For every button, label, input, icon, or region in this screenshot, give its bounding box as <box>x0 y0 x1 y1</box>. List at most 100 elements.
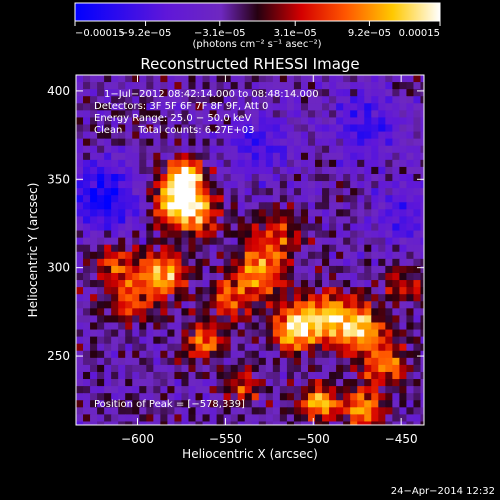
heatmap-cell <box>160 336 168 345</box>
heatmap-cell <box>139 421 147 425</box>
heatmap-cell <box>202 350 211 359</box>
heatmap-cell <box>188 364 197 373</box>
heatmap-cell <box>181 336 190 345</box>
heatmap-cell <box>230 393 239 401</box>
heatmap-cell <box>413 343 422 352</box>
heatmap-cell <box>315 364 323 373</box>
heatmap-cell <box>364 166 372 175</box>
heatmap-cell <box>272 287 281 295</box>
heatmap-cell <box>251 272 260 281</box>
heatmap-cell <box>76 131 84 140</box>
heatmap-cell <box>371 393 379 401</box>
heatmap-cell <box>322 166 330 175</box>
heatmap-cell <box>132 159 140 168</box>
heatmap-cell <box>139 223 147 232</box>
heatmap-cell <box>244 230 253 239</box>
heatmap-cell <box>265 251 274 260</box>
heatmap-cell <box>90 343 98 352</box>
heatmap-cell <box>174 202 183 210</box>
heatmap-cell <box>399 195 408 203</box>
heatmap-cell <box>350 188 358 196</box>
heatmap-cell <box>90 336 98 345</box>
heatmap-cell <box>188 159 197 168</box>
heatmap-cell <box>167 371 176 380</box>
heatmap-cell <box>146 393 154 401</box>
heatmap-cell <box>195 251 204 260</box>
heatmap-cell <box>167 244 176 253</box>
heatmap-cell <box>104 371 112 380</box>
heatmap-cell <box>392 357 400 366</box>
heatmap-cell <box>265 152 274 161</box>
heatmap-cell <box>279 379 288 387</box>
heatmap-cell <box>76 103 84 111</box>
heatmap-cell <box>413 173 422 182</box>
heatmap-cell <box>251 308 260 317</box>
heatmap-cell <box>76 414 84 423</box>
heatmap-cell <box>174 166 183 175</box>
heatmap-cell <box>413 188 422 196</box>
heatmap-cell <box>104 103 112 111</box>
heatmap-cell <box>188 89 197 97</box>
heatmap-cell <box>195 407 204 415</box>
heatmap-cell <box>202 82 211 90</box>
heatmap-cell <box>413 244 422 253</box>
heatmap-cell <box>272 400 281 408</box>
heatmap-cell <box>350 280 358 288</box>
heatmap-cell <box>118 202 126 210</box>
heatmap-cell <box>90 124 98 133</box>
heatmap-cell <box>83 145 91 154</box>
heatmap-cell <box>223 400 232 408</box>
heatmap-cell <box>322 386 330 394</box>
heatmap-cell <box>357 251 365 260</box>
heatmap-cell <box>223 173 232 182</box>
heatmap-cell <box>364 287 372 295</box>
heatmap-cell <box>399 315 408 324</box>
heatmap-cell <box>308 209 316 218</box>
heatmap-cell <box>322 280 330 288</box>
heatmap-cell <box>139 145 147 154</box>
heatmap-cell <box>76 265 84 274</box>
heatmap-cell <box>83 343 91 352</box>
heatmap-cell <box>300 89 309 97</box>
heatmap-cell <box>160 117 168 126</box>
heatmap-cell <box>293 414 302 423</box>
heatmap-cell <box>195 336 204 345</box>
heatmap-cell <box>371 117 379 126</box>
heatmap-cell <box>146 103 154 111</box>
heatmap-cell <box>364 117 372 126</box>
heatmap-cell <box>111 329 119 338</box>
heatmap-cell <box>216 110 225 119</box>
heatmap-cell <box>139 195 147 203</box>
heatmap-cell <box>272 386 281 394</box>
heatmap-cell <box>111 152 119 161</box>
heatmap-cell <box>315 350 323 359</box>
heatmap-cell <box>343 244 351 253</box>
heatmap-cell <box>293 159 302 168</box>
heatmap-cell <box>181 258 190 267</box>
heatmap-cell <box>209 265 218 274</box>
heatmap-cell <box>181 195 190 203</box>
heatmap-cell <box>167 188 176 196</box>
heatmap-cell <box>90 414 98 423</box>
heatmap-cell <box>406 103 415 111</box>
heatmap-cell <box>364 96 372 104</box>
heatmap-cell <box>279 89 288 97</box>
heatmap-cell <box>357 272 365 281</box>
heatmap-cell <box>322 202 330 210</box>
heatmap-cell <box>181 251 190 260</box>
heatmap-cell <box>413 371 422 380</box>
heatmap-cell <box>118 371 126 380</box>
heatmap-cell <box>237 272 246 281</box>
heatmap-cell <box>315 124 323 133</box>
heatmap-cell <box>308 152 316 161</box>
heatmap-cell <box>322 237 330 246</box>
heatmap-cell <box>364 364 372 373</box>
heatmap-cell <box>308 379 316 387</box>
heatmap-cell <box>279 223 288 232</box>
heatmap-cell <box>413 89 422 97</box>
heatmap-cell <box>139 244 147 253</box>
heatmap-cell <box>251 195 260 203</box>
heatmap-cell <box>286 181 295 189</box>
heatmap-cell <box>315 400 323 408</box>
heatmap-cell <box>111 159 119 168</box>
